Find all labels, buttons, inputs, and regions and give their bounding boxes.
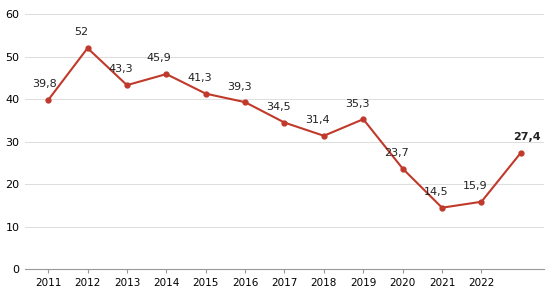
Text: 31,4: 31,4 [306,115,331,125]
Text: 23,7: 23,7 [384,148,409,158]
Text: 35,3: 35,3 [345,98,370,108]
Text: 14,5: 14,5 [424,187,448,197]
Text: 27,4: 27,4 [513,132,541,142]
Text: 39,3: 39,3 [227,81,251,91]
Text: 45,9: 45,9 [146,54,171,64]
Text: 15,9: 15,9 [463,181,488,191]
Text: 52: 52 [75,27,89,37]
Text: 41,3: 41,3 [188,73,212,83]
Text: 39,8: 39,8 [32,79,57,89]
Text: 43,3: 43,3 [109,64,133,74]
Text: 34,5: 34,5 [266,102,291,112]
